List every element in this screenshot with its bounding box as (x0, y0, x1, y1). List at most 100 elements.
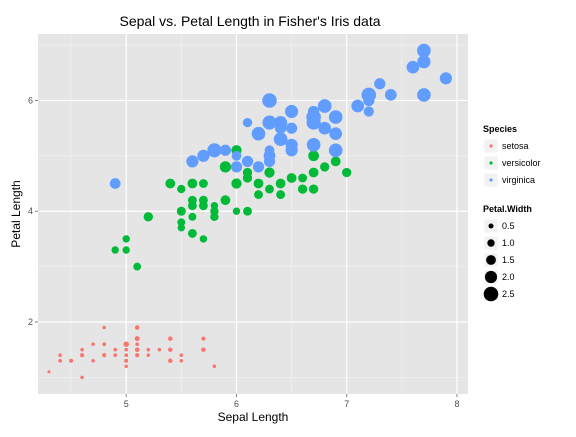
setosa-point (169, 337, 173, 341)
legend-key-versicolor (489, 161, 492, 164)
x-tick-label: 7 (344, 399, 349, 409)
size-legend-label: 2.5 (502, 289, 515, 299)
virginica-point (329, 143, 343, 157)
setosa-point (201, 337, 205, 341)
size-legend-label: 1.0 (502, 238, 515, 248)
species-legend-title: Species (483, 124, 517, 134)
virginica-point (364, 106, 374, 116)
virginica-point (417, 44, 431, 58)
virginica-point (363, 95, 374, 106)
setosa-point (135, 353, 139, 357)
versicolor-point (231, 178, 241, 188)
versicolor-point (177, 185, 185, 193)
plot-panel (38, 34, 468, 394)
versicolor-point (298, 174, 307, 183)
x-axis-title: Sepal Length (218, 410, 289, 424)
setosa-point (102, 326, 106, 330)
versicolor-point (298, 184, 307, 193)
versicolor-point (133, 263, 141, 271)
virginica-point (440, 72, 452, 84)
virginica-point (110, 178, 121, 189)
setosa-point (124, 353, 128, 357)
setosa-point (58, 359, 62, 363)
virginica-point (306, 110, 321, 125)
size-legend-label: 1.5 (502, 255, 515, 265)
setosa-point (102, 342, 106, 346)
setosa-point (124, 365, 128, 369)
x-tick-label: 5 (124, 399, 129, 409)
virginica-point (351, 100, 364, 113)
versicolor-point (287, 173, 297, 183)
size-legend-label: 2.0 (502, 272, 515, 282)
petal-width-legend-title: Petal.Width (483, 204, 532, 214)
virginica-point (329, 110, 343, 124)
size-legend-key (486, 255, 496, 265)
versicolor-point (200, 235, 207, 242)
virginica-point (274, 132, 288, 146)
virginica-point (231, 161, 242, 172)
versicolor-point (199, 201, 208, 210)
setosa-point (102, 353, 106, 357)
setosa-point (123, 341, 128, 346)
versicolor-point (276, 190, 285, 199)
versicolor-point (308, 150, 319, 161)
setosa-point (147, 353, 151, 357)
setosa-point (168, 347, 173, 352)
versicolor-point (320, 162, 329, 171)
setosa-point (47, 370, 50, 373)
chart-title: Sepal vs. Petal Length in Fisher's Iris … (119, 13, 380, 29)
legend-label-versicolor: versicolor (502, 158, 541, 168)
virginica-point (209, 144, 221, 156)
setosa-point (80, 348, 84, 352)
versicolor-point (188, 213, 196, 221)
versicolor-point (199, 179, 208, 188)
legend-key-setosa (489, 144, 492, 147)
virginica-point (252, 127, 266, 141)
versicolor-point (309, 168, 319, 178)
versicolor-point (331, 157, 341, 167)
versicolor-point (276, 179, 286, 189)
petal-width-legend: Petal.Width 0.5 1.0 1.5 2.0 2.5 (483, 204, 532, 301)
legend-key-virginica (489, 178, 492, 181)
virginica-point (264, 150, 276, 162)
versicolor-point (178, 224, 185, 231)
versicolor-point (144, 212, 153, 221)
setosa-point (91, 359, 95, 363)
versicolor-point (309, 184, 318, 193)
setosa-point (80, 376, 84, 380)
versicolor-point (188, 179, 198, 189)
size-legend-key (484, 287, 499, 302)
setosa-point (124, 359, 128, 363)
virginica-point (418, 56, 430, 68)
versicolor-point (188, 196, 197, 205)
versicolor-point (265, 185, 274, 194)
versicolor-point (221, 195, 231, 205)
size-legend-key (489, 224, 494, 229)
virginica-point (220, 145, 231, 156)
versicolor-point (123, 235, 130, 242)
virginica-point (307, 138, 321, 152)
virginica-point (275, 123, 286, 134)
virginica-point (243, 118, 252, 127)
setosa-point (180, 359, 184, 363)
setosa-point (135, 342, 139, 346)
setosa-point (201, 347, 206, 352)
setosa-point (69, 359, 73, 363)
versicolor-point (220, 161, 231, 172)
setosa-point (113, 348, 117, 352)
legend-label-virginica: virginica (502, 175, 535, 185)
virginica-point (286, 123, 297, 134)
legend-label-setosa: setosa (502, 141, 529, 151)
virginica-point (329, 127, 342, 140)
virginica-point (285, 105, 298, 118)
versicolor-point (264, 167, 274, 177)
versicolor-point (254, 190, 263, 199)
virginica-point (385, 89, 397, 101)
size-legend-key (485, 271, 497, 283)
versicolor-point (123, 246, 130, 253)
setosa-point (58, 353, 62, 357)
virginica-point (262, 93, 277, 108)
x-axis-ticks: 5 6 7 8 (124, 394, 460, 409)
